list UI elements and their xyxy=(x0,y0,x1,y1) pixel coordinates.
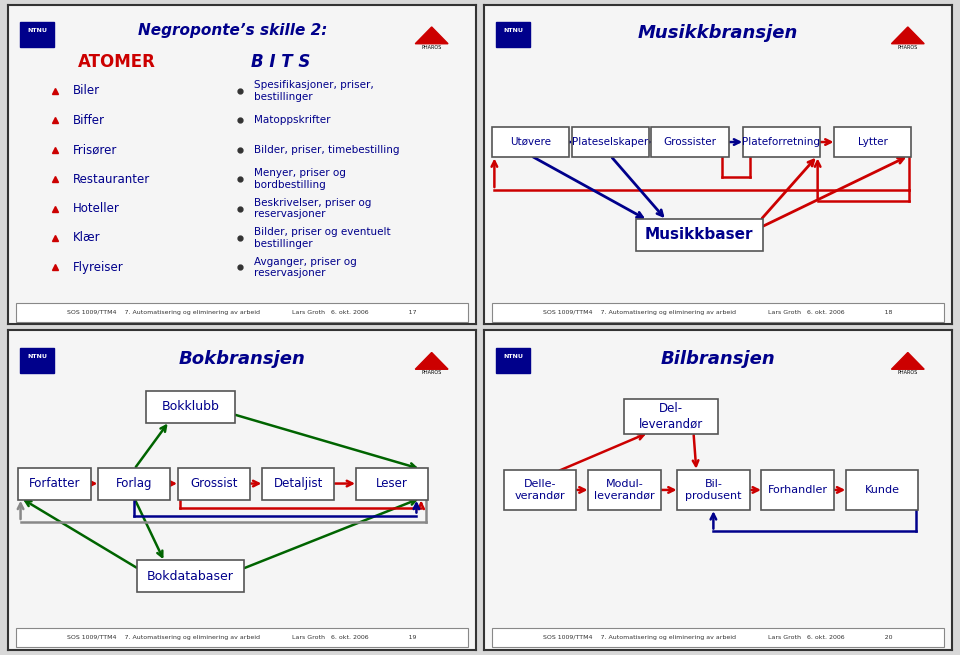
Text: Avganger, priser og
reservasjoner: Avganger, priser og reservasjoner xyxy=(253,257,356,278)
FancyBboxPatch shape xyxy=(743,127,820,157)
FancyBboxPatch shape xyxy=(146,391,235,423)
FancyBboxPatch shape xyxy=(16,303,468,322)
FancyBboxPatch shape xyxy=(834,127,911,157)
Text: Utøvere: Utøvere xyxy=(510,137,551,147)
FancyBboxPatch shape xyxy=(178,468,251,500)
Text: Spesifikasjoner, priser,
bestillinger: Spesifikasjoner, priser, bestillinger xyxy=(253,80,373,102)
FancyBboxPatch shape xyxy=(20,348,54,373)
Text: Biler: Biler xyxy=(73,84,101,98)
Text: NTNU: NTNU xyxy=(27,354,47,358)
Text: Kunde: Kunde xyxy=(865,485,900,495)
FancyBboxPatch shape xyxy=(651,127,729,157)
Polygon shape xyxy=(892,27,924,44)
Text: B I T S: B I T S xyxy=(252,53,311,71)
Text: Negroponte’s skille 2:: Negroponte’s skille 2: xyxy=(138,23,327,37)
Text: Modul-
leverandør: Modul- leverandør xyxy=(594,479,655,500)
Text: SOS 1009/TTM4    7. Automatisering og eliminering av arbeid                Lars : SOS 1009/TTM4 7. Automatisering og elimi… xyxy=(543,635,893,640)
FancyBboxPatch shape xyxy=(846,470,919,510)
Text: Klær: Klær xyxy=(73,231,101,244)
Text: Bilbransjen: Bilbransjen xyxy=(660,350,776,368)
Text: Restauranter: Restauranter xyxy=(73,173,151,185)
FancyBboxPatch shape xyxy=(262,468,334,500)
Text: Lytter: Lytter xyxy=(857,137,888,147)
Text: Frisører: Frisører xyxy=(73,143,118,156)
FancyBboxPatch shape xyxy=(588,470,660,510)
Text: Musikkbaser: Musikkbaser xyxy=(645,227,754,242)
Polygon shape xyxy=(416,27,448,44)
Text: Delle-
verandør: Delle- verandør xyxy=(515,479,565,500)
Text: Matoppskrifter: Matoppskrifter xyxy=(253,115,330,125)
FancyBboxPatch shape xyxy=(98,468,171,500)
Text: ATOMER: ATOMER xyxy=(78,53,156,71)
Text: Beskrivelser, priser og
reservasjoner: Beskrivelser, priser og reservasjoner xyxy=(253,198,371,219)
FancyBboxPatch shape xyxy=(492,628,944,647)
Text: Biffer: Biffer xyxy=(73,114,106,127)
Text: Forlag: Forlag xyxy=(116,477,153,490)
FancyBboxPatch shape xyxy=(492,303,944,322)
Text: Hoteller: Hoteller xyxy=(73,202,120,215)
Text: Forfatter: Forfatter xyxy=(29,477,81,490)
Text: NTNU: NTNU xyxy=(27,28,47,33)
FancyBboxPatch shape xyxy=(18,468,91,500)
Text: NTNU: NTNU xyxy=(503,28,523,33)
Text: SOS 1009/TTM4    7. Automatisering og eliminering av arbeid                Lars : SOS 1009/TTM4 7. Automatisering og elimi… xyxy=(67,310,417,314)
Text: Detaljist: Detaljist xyxy=(274,477,323,490)
FancyBboxPatch shape xyxy=(16,628,468,647)
Text: NTNU: NTNU xyxy=(503,354,523,358)
Polygon shape xyxy=(416,352,448,369)
Text: PHAROS: PHAROS xyxy=(898,45,918,50)
Text: Forhandler: Forhandler xyxy=(768,485,828,495)
FancyBboxPatch shape xyxy=(136,560,244,592)
FancyBboxPatch shape xyxy=(572,127,649,157)
Text: PHAROS: PHAROS xyxy=(898,370,918,375)
Text: PHAROS: PHAROS xyxy=(421,45,442,50)
Text: SOS 1009/TTM4    7. Automatisering og eliminering av arbeid                Lars : SOS 1009/TTM4 7. Automatisering og elimi… xyxy=(67,635,417,640)
Text: Bokdatabaser: Bokdatabaser xyxy=(147,570,234,583)
Text: Musikkbransjen: Musikkbransjen xyxy=(637,24,799,43)
Text: Grossister: Grossister xyxy=(663,137,716,147)
Text: Bilder, priser, timebestilling: Bilder, priser, timebestilling xyxy=(253,145,399,155)
Text: Bil-
produsent: Bil- produsent xyxy=(685,479,742,500)
FancyBboxPatch shape xyxy=(355,468,428,500)
Text: Bokklubb: Bokklubb xyxy=(161,400,219,413)
Text: Plateforretning: Plateforretning xyxy=(742,137,821,147)
FancyBboxPatch shape xyxy=(504,470,576,510)
Text: Grossist: Grossist xyxy=(190,477,237,490)
FancyBboxPatch shape xyxy=(20,22,54,47)
Polygon shape xyxy=(892,352,924,369)
FancyBboxPatch shape xyxy=(636,219,762,251)
FancyBboxPatch shape xyxy=(677,470,750,510)
FancyBboxPatch shape xyxy=(496,348,530,373)
Text: Del-
leverandør: Del- leverandør xyxy=(639,402,704,430)
FancyBboxPatch shape xyxy=(761,470,834,510)
Text: PHAROS: PHAROS xyxy=(421,370,442,375)
Text: Flyreiser: Flyreiser xyxy=(73,261,124,274)
Text: Leser: Leser xyxy=(376,477,408,490)
Text: Bokbransjen: Bokbransjen xyxy=(179,350,305,368)
FancyBboxPatch shape xyxy=(492,127,569,157)
Text: Menyer, priser og
bordbestilling: Menyer, priser og bordbestilling xyxy=(253,168,346,190)
FancyBboxPatch shape xyxy=(624,399,718,434)
Text: Bilder, priser og eventuelt
bestillinger: Bilder, priser og eventuelt bestillinger xyxy=(253,227,391,249)
Text: SOS 1009/TTM4    7. Automatisering og eliminering av arbeid                Lars : SOS 1009/TTM4 7. Automatisering og elimi… xyxy=(543,310,893,314)
Text: Plateselskaper: Plateselskaper xyxy=(572,137,648,147)
FancyBboxPatch shape xyxy=(496,22,530,47)
